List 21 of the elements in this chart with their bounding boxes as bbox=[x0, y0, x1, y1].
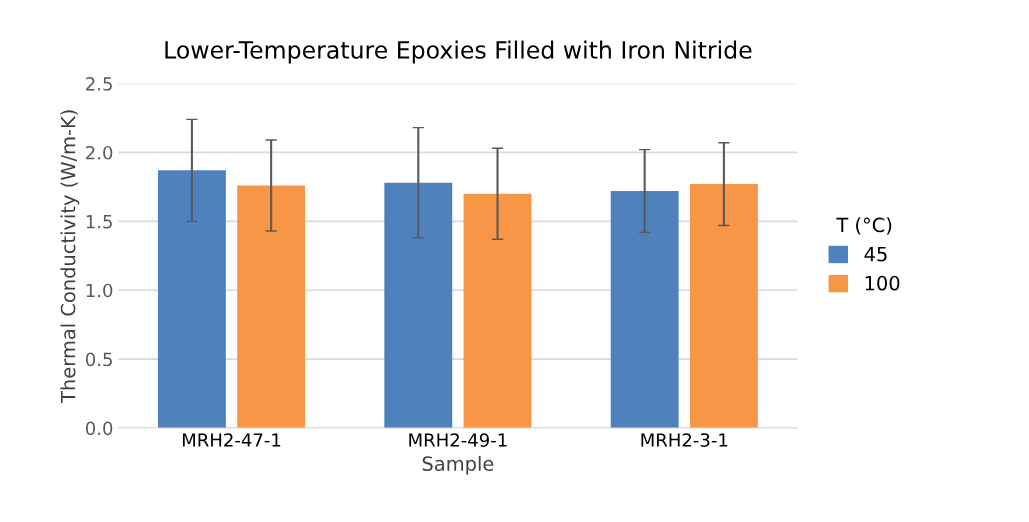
x-axis-title: Sample bbox=[422, 455, 494, 475]
y-tick-label: 1.0 bbox=[86, 283, 113, 298]
x-tick-label: MRH2-49-1 bbox=[409, 433, 507, 447]
chart-title: Lower-Temperature Epoxies Filled with Iron Nitride bbox=[165, 40, 752, 64]
y-tick-label: 0.5 bbox=[85, 352, 112, 367]
bar bbox=[689, 184, 758, 429]
y-tick-label: 2.5 bbox=[86, 76, 112, 91]
bar bbox=[610, 191, 679, 429]
y-tick-label: 2.0 bbox=[86, 145, 113, 160]
y-tick-label: 0.0 bbox=[85, 421, 113, 436]
bar bbox=[157, 170, 226, 429]
y-axis-title: Thermal Conductivity (W/m-K) bbox=[60, 110, 80, 403]
x-tick-label: MRH2-3-1 bbox=[641, 433, 728, 447]
y-tick-label: 1.5 bbox=[86, 215, 112, 229]
bar bbox=[463, 193, 532, 429]
legend-label: 45 bbox=[864, 246, 887, 262]
legend-title: T (°C) bbox=[836, 217, 892, 235]
bar bbox=[384, 182, 453, 429]
x-tick-label: MRH2-47-1 bbox=[182, 433, 281, 447]
bar bbox=[237, 185, 306, 429]
legend-label: 100 bbox=[865, 275, 900, 291]
